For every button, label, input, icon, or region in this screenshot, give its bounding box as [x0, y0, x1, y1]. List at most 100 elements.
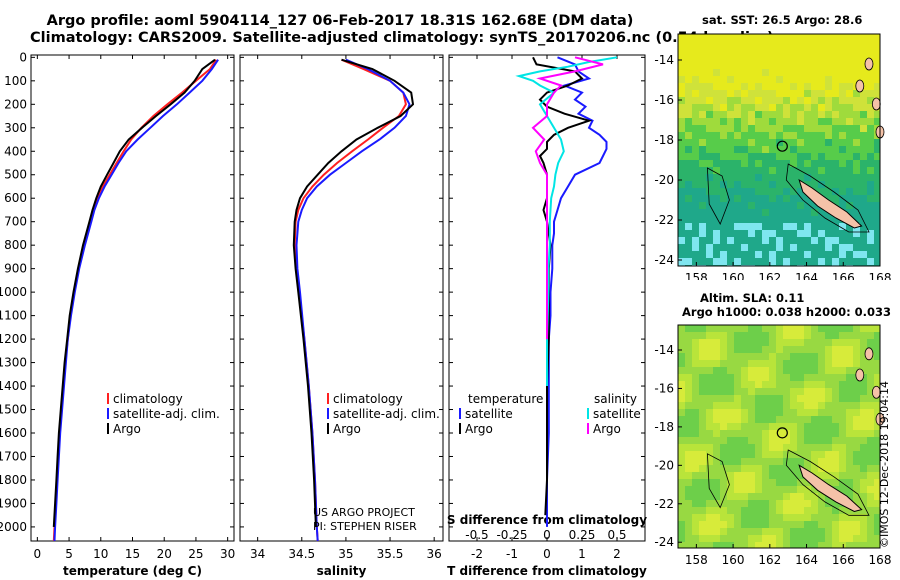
sla-map-cell [846, 332, 853, 339]
sla-map-cell [818, 472, 825, 479]
sla-map-cell [692, 416, 699, 423]
sst-map-cell [755, 83, 762, 90]
sla-map-cell [797, 346, 804, 353]
sst-map-cell [727, 139, 734, 146]
sla-map-cell [678, 528, 685, 535]
sla-map-cell [727, 451, 734, 458]
sla-map-cell [783, 507, 790, 514]
sla-map-cell [741, 374, 748, 381]
sla-map-cell [699, 381, 706, 388]
sla-map-cell [874, 339, 880, 346]
sst-map-cell [741, 160, 748, 167]
sla-map-cell [692, 367, 699, 374]
sst-map-cell [685, 244, 692, 251]
sst-map-cell [727, 153, 734, 160]
sla-map-cell [755, 479, 762, 486]
sla-map-cell [825, 339, 832, 346]
sla-map-cell [769, 437, 776, 444]
sst-map-cell [797, 230, 804, 237]
sst-map-cell [846, 97, 853, 104]
sla-map-cell [853, 479, 860, 486]
sla-map-cell [748, 325, 755, 332]
sst-map-cell [832, 41, 839, 48]
sst-map-field [678, 34, 880, 266]
sst-map-cell [713, 223, 720, 230]
sla-map-cell [706, 346, 713, 353]
sla-map-cell [699, 374, 706, 381]
sla-map-cell [825, 353, 832, 360]
sst-map-cell [776, 153, 783, 160]
sla-map-chesterfield-contour [706, 453, 730, 509]
sst-map-cell [727, 216, 734, 223]
sla-map-cell [874, 423, 880, 430]
diff-xtick-label: 2 [613, 547, 621, 561]
sst-map-cell [860, 160, 867, 167]
sst-map-cell [720, 41, 727, 48]
sst-map-cell [720, 90, 727, 97]
sla-map-cell [832, 381, 839, 388]
sla-map-cell [839, 325, 846, 332]
sst-map-cell [825, 167, 832, 174]
sst-map-cell [797, 258, 804, 265]
sla-map-cell [734, 367, 741, 374]
sla-map-cell [685, 465, 692, 472]
sst-map-cell [720, 174, 727, 181]
depth-tick-label: 1800 [0, 473, 27, 487]
sst-map-cell [720, 76, 727, 83]
sla-map-cell [811, 430, 818, 437]
sla-map-cell [685, 374, 692, 381]
sst-map-cell [755, 251, 762, 258]
sst-map-cell [755, 202, 762, 209]
sla-map-cell [874, 409, 880, 416]
sst-map-cell [797, 160, 804, 167]
sst-map-cell [860, 125, 867, 132]
sla-map-cell [783, 493, 790, 500]
sst-map-cell [832, 104, 839, 111]
sst-map-cell [734, 41, 741, 48]
sst-map-cell [790, 69, 797, 76]
sst-map-cell [685, 174, 692, 181]
sst-map-cell [678, 90, 685, 97]
sla-map-cell [804, 325, 811, 332]
sst-map-cell [741, 244, 748, 251]
sst-map-cell [811, 174, 818, 181]
sla-map-argo-position [776, 427, 788, 439]
sst-map-cell [867, 230, 874, 237]
sla-map-cell [727, 500, 734, 507]
sla-map-cell [776, 500, 783, 507]
sst-map-cell [804, 258, 811, 265]
sst-map-cell [853, 202, 860, 209]
sla-map-cell [678, 360, 685, 367]
sla-map-cell [699, 423, 706, 430]
sla-map-cell [678, 479, 685, 486]
sst-map-cell [748, 230, 755, 237]
sla-map-cell [734, 507, 741, 514]
sla-map-cell [678, 542, 685, 548]
sla-map-cell [846, 542, 853, 548]
sla-map-cell [832, 514, 839, 521]
sst-map-cell [720, 48, 727, 55]
sla-map-cell [720, 500, 727, 507]
sla-map-cell [713, 535, 720, 542]
sla-map-cell [685, 409, 692, 416]
sla-map-cell [720, 465, 727, 472]
sla-map-ytick-label: -24 [654, 535, 674, 549]
sst-map-cell [762, 41, 769, 48]
sst-map-cell [846, 153, 853, 160]
sst-map-cell [678, 258, 685, 265]
sla-map-cell [853, 430, 860, 437]
sst-map-cell [790, 160, 797, 167]
sla-map-cell [769, 332, 776, 339]
sst-map-cell [839, 160, 846, 167]
sla-map-cell [818, 507, 825, 514]
sal-series-2 [292, 58, 415, 527]
sla-map-cell [867, 423, 874, 430]
sla-map-cell [678, 437, 685, 444]
sla-map-cell [713, 521, 720, 528]
sla-map-cell [762, 493, 769, 500]
sla-map-cell [769, 353, 776, 360]
sla-map-cell [748, 409, 755, 416]
sla-map-cell [783, 423, 790, 430]
sla-map-cell [825, 507, 832, 514]
sla-map-cell [727, 374, 734, 381]
